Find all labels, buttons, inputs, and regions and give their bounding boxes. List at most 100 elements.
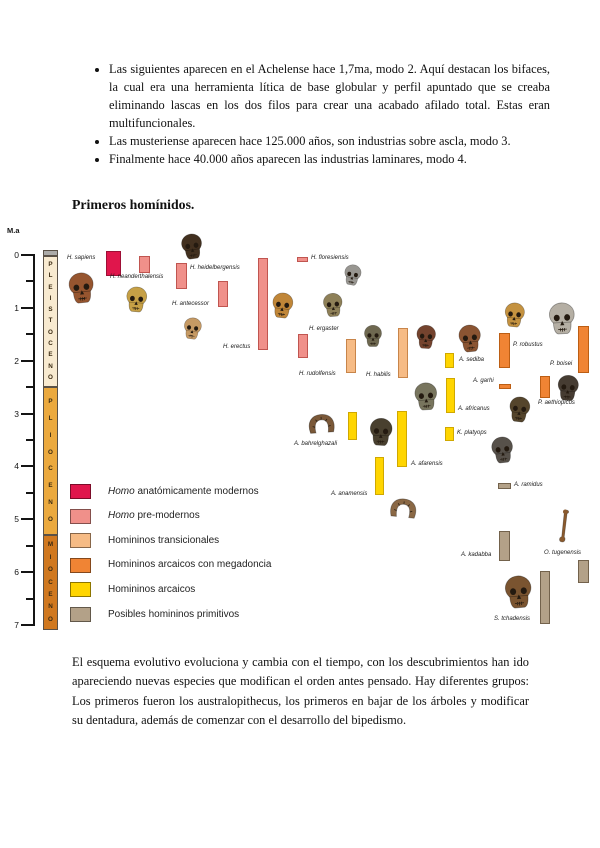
skull-a-africanus-icon bbox=[509, 396, 531, 423]
label-a-africanus: A. africanus bbox=[458, 406, 490, 412]
bone-o-tugenensis-icon bbox=[559, 509, 570, 543]
axis-tick-minor bbox=[26, 280, 33, 283]
axis-tick-label: 7 bbox=[14, 620, 19, 631]
legend-item-archaic: Homininos arcaicos bbox=[70, 582, 195, 598]
epoch-letter: O bbox=[48, 566, 53, 574]
bar-h-ergaster bbox=[298, 334, 308, 358]
skull-h-heidelbergensis-icon bbox=[181, 233, 202, 260]
bullet-item: Las musteriense aparecen hace 125.000 añ… bbox=[109, 132, 550, 150]
axis-tick-major bbox=[21, 412, 33, 415]
epoch-letter: P bbox=[48, 261, 53, 269]
jaw-a-bahrelghazali-icon bbox=[308, 414, 335, 434]
legend-genus-italic: Homo bbox=[108, 510, 135, 522]
epoch-letter: M bbox=[47, 541, 54, 549]
epoch-letter: C bbox=[48, 465, 53, 473]
bar-k-platyops bbox=[445, 427, 454, 441]
bullet-item: Finalmente hace 40.000 años aparecen las… bbox=[109, 150, 550, 168]
label-h-neanderthalensis: H. neanderthalensis bbox=[110, 274, 164, 280]
label-s-tchadensis: S. tchadensis bbox=[494, 616, 531, 622]
bar-a-kadabba bbox=[499, 531, 510, 561]
axis-tick-minor bbox=[26, 439, 33, 441]
axis-tick-minor bbox=[26, 386, 33, 389]
legend-item-primitive: Posibles homininos primitivos bbox=[70, 607, 239, 622]
bar-h-heidelbergensis bbox=[176, 263, 187, 289]
skull-a-garhi-icon bbox=[414, 382, 437, 411]
epoch-letter: C bbox=[48, 340, 53, 347]
bar-a-afarensis bbox=[397, 411, 407, 467]
label-p-boisei: P. boisei bbox=[550, 361, 573, 367]
epoch-letter: O bbox=[48, 516, 53, 524]
epoch-letter: O bbox=[48, 448, 53, 456]
label-h-habilis: H. habilis bbox=[366, 372, 391, 378]
bar-h-sapiens bbox=[106, 251, 121, 276]
legend-swatch-modern bbox=[70, 484, 91, 499]
epoch-letter: I bbox=[49, 553, 52, 561]
skull-p-aethiopicus-icon bbox=[557, 375, 579, 401]
axis-tick-label: 4 bbox=[14, 461, 19, 472]
label-h-antecessor: H. antecessor bbox=[172, 301, 210, 307]
epoch-cap bbox=[43, 249, 58, 257]
bar-h-erectus bbox=[258, 258, 268, 350]
axis-tick-label: 3 bbox=[14, 408, 19, 419]
skull-h-antecessor-icon bbox=[184, 317, 202, 340]
skull-s-tchadensis-icon bbox=[504, 575, 532, 609]
axis-unit-label: M.a bbox=[7, 226, 20, 235]
legend-item-megadont: Homininos arcaicos con megadoncia bbox=[70, 557, 271, 573]
skull-h-floresiensis-icon bbox=[344, 264, 362, 286]
epoch-letter: E bbox=[48, 351, 53, 359]
label-k-platyops: K. platyops bbox=[457, 430, 487, 436]
skull-h-erectus-icon bbox=[272, 292, 294, 319]
skull-p-robustus-icon bbox=[504, 302, 525, 328]
label-a-garhi: A. garhi bbox=[473, 378, 494, 384]
label-p-robustus: P. robustus bbox=[513, 342, 543, 348]
bar-a-ramidus bbox=[498, 483, 511, 489]
skull-p-boisei-icon bbox=[548, 302, 575, 335]
bar-p-robustus bbox=[499, 333, 510, 368]
axis-tick-major bbox=[21, 624, 33, 627]
legend-label-premodern: Homo pre-modernos bbox=[108, 510, 200, 522]
jaw-a-anamensis-icon bbox=[390, 498, 417, 519]
epoch-letter: O bbox=[48, 615, 53, 623]
skull-h-sapiens-icon bbox=[68, 272, 94, 304]
epoch-letter: T bbox=[48, 317, 53, 325]
label-h-erectus: H. erectus bbox=[223, 344, 251, 350]
label-h-ergaster: H. ergaster bbox=[309, 326, 339, 332]
legend-swatch-primitive bbox=[70, 607, 91, 622]
epoch-letter: I bbox=[49, 294, 52, 302]
bar-h-antecessor bbox=[218, 281, 228, 307]
label-o-tugenensis: O. tugenensis bbox=[544, 550, 582, 556]
axis-tick-minor bbox=[26, 597, 33, 600]
axis-tick-major bbox=[21, 254, 33, 256]
bar-a-anamensis bbox=[375, 457, 384, 495]
closing-paragraph: El esquema evolutivo evoluciona y cambia… bbox=[72, 655, 529, 727]
legend-swatch-premodern bbox=[70, 508, 91, 524]
axis-tick-major bbox=[21, 465, 33, 468]
epoch-letter: I bbox=[49, 431, 52, 439]
legend-label-transitional: Homininos transicionales bbox=[108, 534, 220, 546]
skull-h-habilis-icon bbox=[364, 325, 382, 347]
axis-tick-label: 6 bbox=[14, 567, 19, 578]
legend-label-modern: Homo anatómicamente modernos bbox=[108, 485, 259, 497]
bar-s-tchadensis bbox=[540, 571, 550, 624]
axis-tick-label: 5 bbox=[14, 514, 19, 525]
legend-swatch-transitional bbox=[70, 533, 91, 549]
label-a-kadabba: A. kadabba bbox=[461, 552, 492, 558]
label-h-heidelbergensis: H. heidelbergensis bbox=[190, 265, 240, 271]
axis-tick-minor bbox=[26, 491, 33, 494]
axis-tick-major bbox=[21, 359, 33, 362]
epoch-letter: E bbox=[48, 482, 53, 490]
label-a-anamensis: A. anamensis bbox=[331, 491, 368, 497]
axis-tick-label: 1 bbox=[14, 302, 19, 313]
bullet-item: Las siguientes aparecen en el Achelense … bbox=[109, 60, 550, 132]
bar-h-neanderthalensis bbox=[139, 256, 150, 273]
label-h-rudolfensis: H. rudolfensis bbox=[299, 371, 336, 377]
skull-a-afarensis-icon bbox=[369, 418, 393, 446]
epoch-letter: N bbox=[48, 499, 53, 507]
bar-h-rudolfensis bbox=[346, 339, 356, 373]
legend-item-premodern: Homo pre-modernos bbox=[70, 508, 200, 524]
epoch-letter: P bbox=[48, 397, 53, 405]
axis-tick-major bbox=[21, 518, 33, 521]
